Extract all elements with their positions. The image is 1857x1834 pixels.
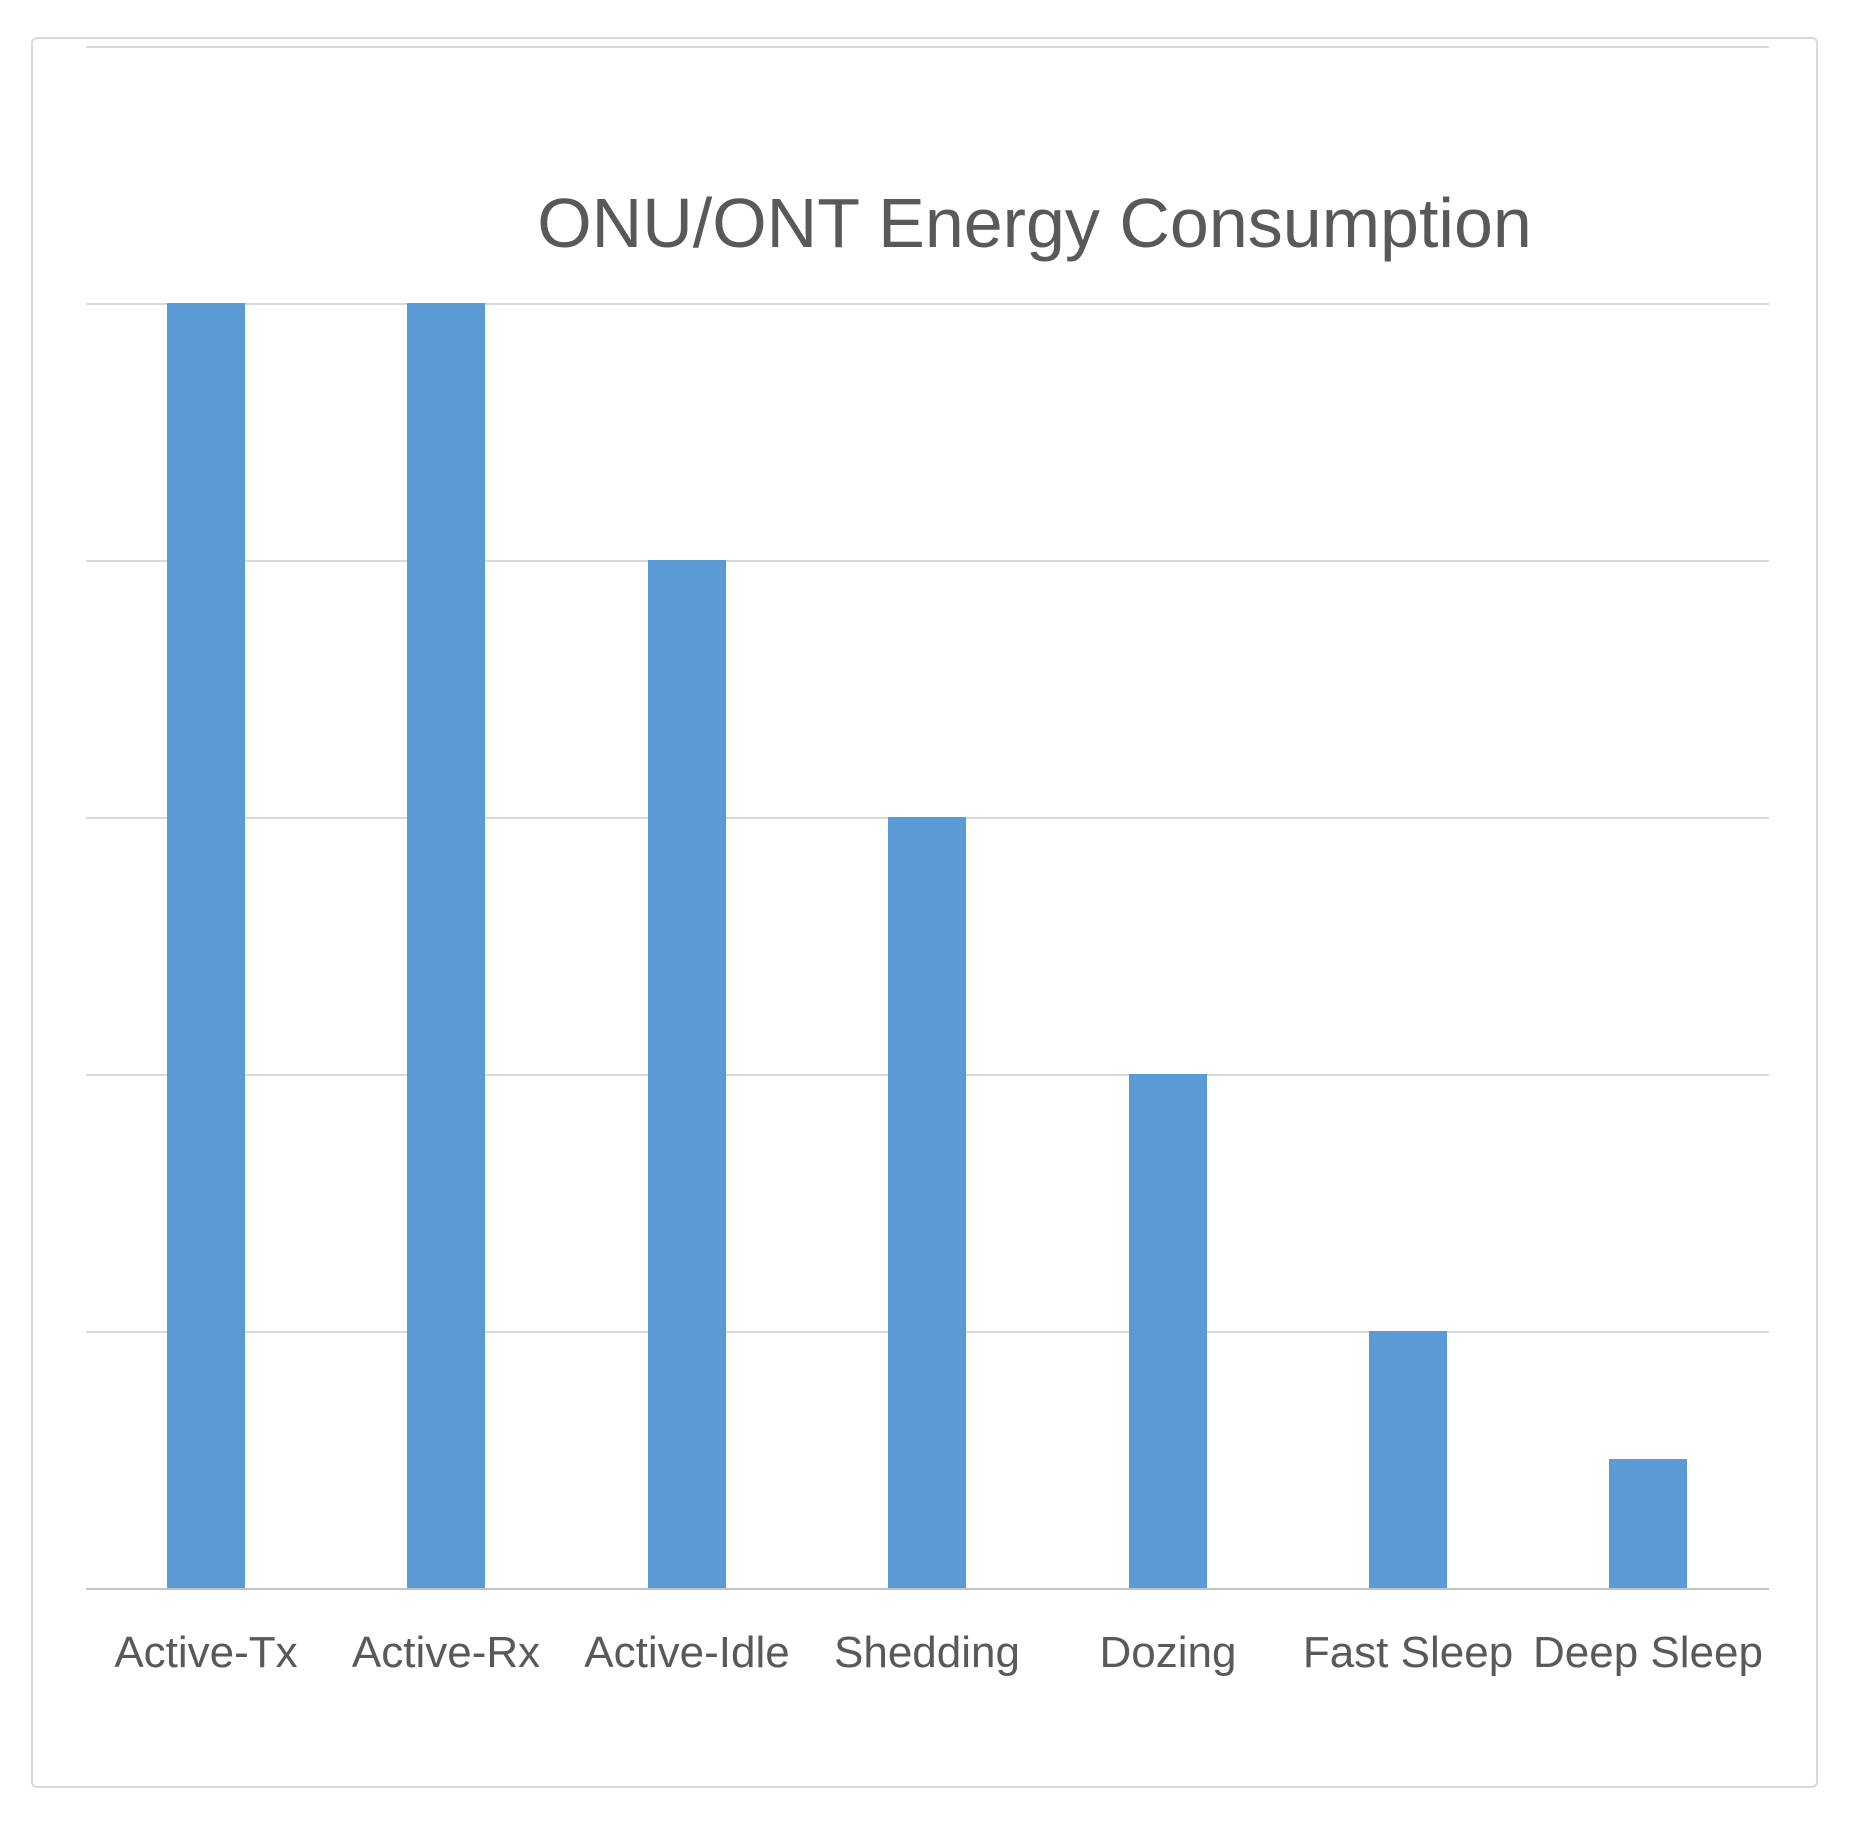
bar-dozing [1129,1074,1207,1588]
bar-shedding [888,817,966,1588]
x-axis-label-deep-sleep: Deep Sleep [1533,1628,1763,1677]
bar-deep-sleep [1609,1459,1687,1588]
gridline [86,46,1769,48]
x-axis-label-shedding: Shedding [834,1628,1020,1677]
bar-fast-sleep [1369,1331,1447,1588]
x-axis-label-dozing: Dozing [1099,1628,1237,1677]
gridline [86,303,1769,305]
bar-active-idle [648,560,726,1588]
x-axis-label-active-idle: Active-Idle [584,1628,790,1677]
bar-active-tx [167,303,245,1588]
x-axis-label-active-tx: Active-Tx [114,1628,298,1677]
chart-title: ONU/ONT Energy Consumption [537,184,1532,262]
gridline [86,560,1769,562]
x-axis-line [86,1588,1769,1590]
bar-active-rx [407,303,485,1588]
x-axis-label-fast-sleep: Fast Sleep [1302,1628,1514,1677]
x-axis-label-active-rx: Active-Rx [351,1628,541,1677]
